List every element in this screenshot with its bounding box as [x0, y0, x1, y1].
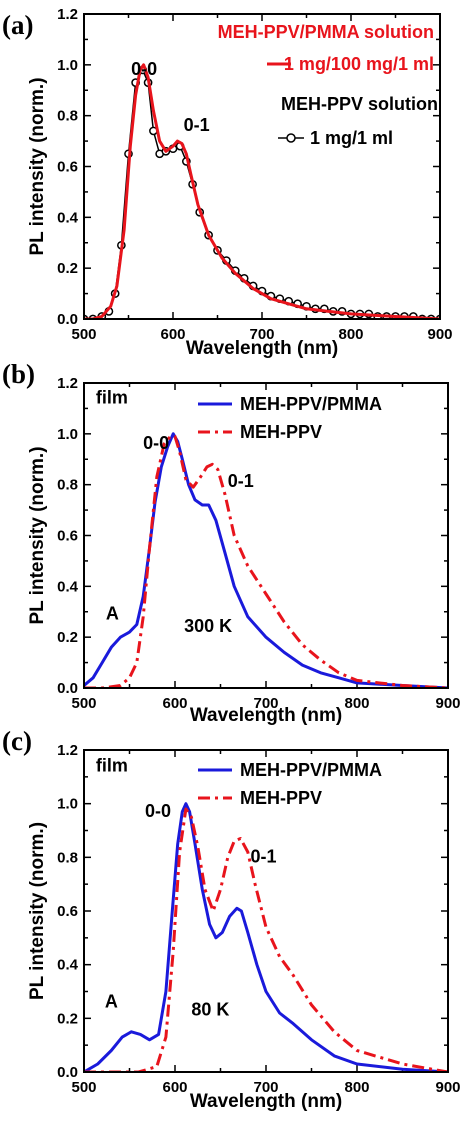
x-tick-label: 600	[162, 695, 187, 712]
y-axis-title: PL intensity (norm.)	[27, 77, 48, 255]
y-tick-label: 0.2	[57, 1010, 78, 1027]
series-line-meh-ppv	[84, 807, 448, 1072]
y-tick-label: 1.2	[57, 742, 78, 759]
annotation: 0-1	[228, 471, 254, 491]
series-line-meh-ppv-pmma	[84, 802, 448, 1072]
chart-panel-a: (a) 500 600 700 800 900 0.0 0.2 0.4 0.6 0.8 1.0 1.2 W…	[2, 6, 453, 359]
annotation: 0-0	[131, 59, 157, 79]
x-tick-label: 700	[249, 326, 274, 343]
x-tick-label: 900	[435, 695, 460, 712]
x-tick-label: 600	[162, 1079, 187, 1096]
legend-text: MEH-PPV/PMMA	[240, 394, 382, 414]
panel-label: (b)	[2, 359, 35, 389]
annotation: 0-0	[145, 801, 171, 821]
y-tick-label: 0.4	[57, 578, 79, 595]
chart-panel-b: (b) 500 600 700 800 900 0.0 0.2 0.4 0.6 0.8 1.0 1.2 W…	[2, 359, 461, 726]
y-tick-label: 0.8	[57, 477, 78, 494]
y-axis-title: PL intensity (norm.)	[27, 446, 48, 624]
annotation: 0-1	[184, 115, 210, 135]
x-tick-label: 800	[344, 1079, 369, 1096]
y-tick-label: 0.6	[57, 903, 78, 920]
annotation: 300 K	[184, 616, 232, 636]
panel-label: (c)	[2, 726, 32, 756]
annotation: 80 K	[191, 1000, 229, 1020]
y-tick-label: 0.6	[57, 528, 78, 545]
plot-area	[84, 432, 448, 688]
y-tick-label: 0.8	[57, 108, 78, 125]
x-tick-label: 600	[160, 326, 185, 343]
y-tick-label: 0.4	[57, 209, 79, 226]
annotation: film	[96, 755, 128, 775]
legend-text: MEH-PPV/PMMA	[240, 760, 382, 780]
y-tick-label: 0.2	[57, 260, 78, 277]
legend-marker	[286, 133, 296, 143]
y-tick-label: 0.0	[57, 1064, 78, 1081]
panel-label: (a)	[2, 10, 33, 40]
y-tick-label: 1.0	[57, 426, 78, 443]
y-tick-label: 0.4	[57, 957, 79, 974]
x-axis-title: Wavelength (nm)	[190, 705, 342, 726]
x-tick-label: 700	[253, 695, 278, 712]
y-tick-label: 0.0	[57, 680, 78, 697]
series-line-meh-ppv	[84, 434, 448, 688]
x-tick-label: 500	[71, 695, 96, 712]
annotation: 0-0	[143, 433, 169, 453]
series-line-1-mg-100-mg-1-ml	[84, 63, 440, 319]
x-tick-label: 500	[71, 1079, 96, 1096]
x-tick-label: 900	[435, 1079, 460, 1096]
y-tick-label: 0.6	[57, 159, 78, 176]
y-tick-label: 1.0	[57, 57, 78, 74]
y-tick-label: 1.2	[57, 375, 78, 392]
plot-area	[84, 63, 440, 319]
annotation: film	[96, 387, 128, 407]
x-tick-label: 800	[338, 326, 363, 343]
annotation: 0-1	[251, 847, 277, 867]
legend-text: 1 mg/100 mg/1 ml	[284, 54, 434, 74]
x-tick-label: 800	[344, 695, 369, 712]
legend-text: 1 mg/1 ml	[310, 128, 393, 148]
annotation: A	[105, 992, 118, 1012]
plot-area	[84, 802, 448, 1072]
x-tick-label: 700	[253, 1079, 278, 1096]
legend-text: MEH-PPV solution	[281, 94, 438, 114]
plot-frame	[83, 13, 441, 320]
y-axis-title: PL intensity (norm.)	[27, 822, 48, 1000]
y-tick-label: 1.0	[57, 796, 78, 813]
annotation: A	[106, 603, 119, 623]
plot-frame	[83, 382, 449, 689]
legend-text: MEH-PPV/PMMA solution	[218, 22, 434, 42]
y-tick-label: 0.2	[57, 629, 78, 646]
chart-panel-c: (c) 500 600 700 800 900 0.0 0.2 0.4 0.6 0.8 1.0 1.2 W…	[2, 726, 461, 1112]
x-axis-title: Wavelength (nm)	[186, 338, 338, 359]
legend-text: MEH-PPV	[240, 422, 322, 442]
y-tick-label: 0.0	[57, 311, 78, 328]
x-tick-label: 500	[71, 326, 96, 343]
series-line-meh-ppv-pmma	[84, 432, 448, 688]
legend-text: MEH-PPV	[240, 788, 322, 808]
y-tick-label: 0.8	[57, 849, 78, 866]
x-tick-label: 900	[427, 326, 452, 343]
plot-frame	[83, 749, 449, 1073]
y-tick-label: 1.2	[57, 6, 78, 23]
x-axis-title: Wavelength (nm)	[190, 1091, 342, 1112]
